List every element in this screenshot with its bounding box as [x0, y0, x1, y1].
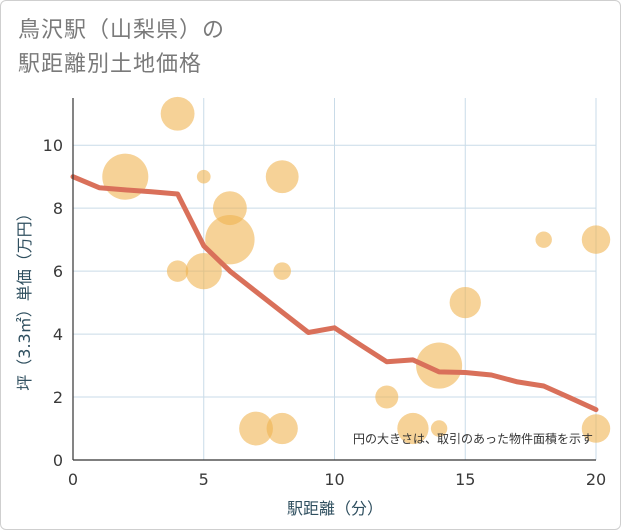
y-tick-label: 4	[53, 325, 63, 344]
data-bubble	[375, 385, 399, 409]
data-bubble	[430, 420, 448, 437]
tick-labels: 0 5 10 15 20 0 2 4 6 8 10	[43, 136, 607, 489]
data-bubble	[397, 412, 429, 445]
data-bubble	[196, 169, 211, 184]
data-bubble	[416, 342, 463, 389]
x-tick-label: 15	[455, 470, 475, 489]
size-note: 円の大きさは、取引のあった物件面積を示す	[353, 431, 593, 446]
bubble-layer	[102, 96, 611, 446]
grid-lines	[73, 98, 597, 460]
data-bubble	[160, 96, 195, 131]
data-bubble	[266, 412, 298, 445]
y-tick-label: 6	[53, 262, 63, 281]
data-bubble	[535, 231, 552, 248]
axes	[72, 98, 596, 461]
data-bubble	[185, 253, 222, 290]
data-bubble	[581, 225, 611, 254]
data-bubble	[265, 160, 299, 194]
data-bubble	[273, 262, 291, 280]
chart-title-line1: 鳥沢駅（山梨県）の	[18, 18, 226, 43]
data-bubble	[205, 214, 255, 265]
data-bubble	[449, 286, 481, 319]
y-tick-label: 0	[53, 451, 63, 470]
x-tick-label: 0	[68, 470, 78, 489]
y-tick-label: 2	[53, 388, 63, 407]
data-bubble	[581, 414, 611, 443]
x-tick-label: 5	[199, 470, 209, 489]
y-axis-label: 坪（3.3㎡）単価（万円）	[15, 205, 34, 390]
average-price-line	[70, 174, 599, 413]
x-tick-label: 20	[586, 470, 606, 489]
chart-title-line2: 駅距離別土地価格	[18, 52, 203, 77]
x-axis-label: 駅距離（分）	[287, 499, 383, 518]
y-tick-label: 10	[43, 136, 63, 155]
data-bubble	[239, 411, 273, 446]
data-bubble	[166, 260, 189, 282]
chart-title: 鳥沢駅（山梨県）の 駅距離別土地価格	[18, 14, 225, 82]
x-tick-label: 10	[324, 470, 344, 489]
y-tick-label: 8	[53, 199, 63, 218]
line-layer	[70, 174, 599, 413]
